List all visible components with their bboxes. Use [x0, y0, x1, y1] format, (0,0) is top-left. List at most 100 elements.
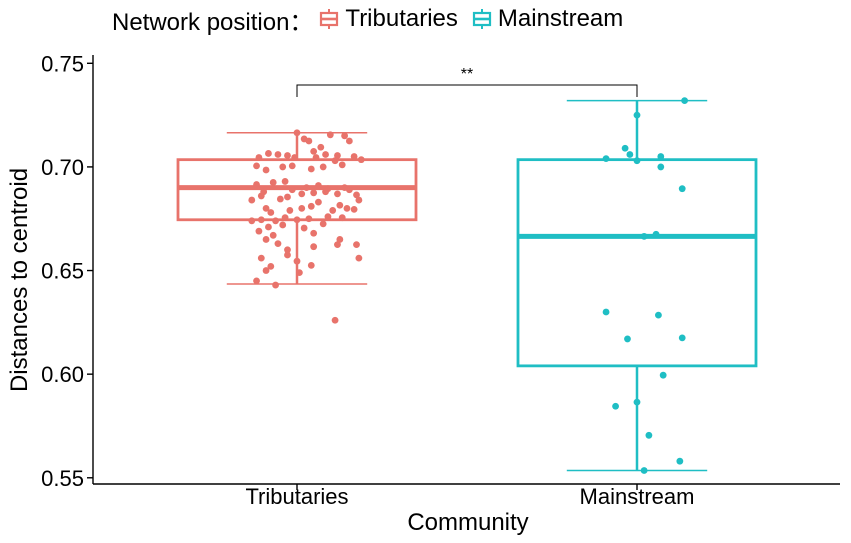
- data-point: [357, 156, 365, 164]
- data-point: [253, 162, 260, 170]
- data-point: [307, 202, 315, 210]
- data-point: [274, 151, 282, 158]
- legend-title: Network position：: [112, 8, 314, 36]
- data-point: [324, 213, 332, 221]
- points-mainstream: [602, 97, 688, 474]
- data-point: [336, 236, 344, 243]
- plot-marks: **: [176, 66, 758, 474]
- data-point: [355, 196, 363, 204]
- data-point: [269, 231, 277, 239]
- data-point: [633, 111, 641, 119]
- data-point: [295, 269, 303, 277]
- data-point: [262, 267, 270, 274]
- data-point: [255, 154, 263, 161]
- data-point: [353, 241, 360, 249]
- legend-label-tributaries: Tributaries: [345, 5, 458, 32]
- data-point: [621, 144, 629, 152]
- data-point: [319, 220, 327, 228]
- data-point: [284, 251, 291, 259]
- y-tick-label: 0.60: [41, 362, 84, 387]
- data-point: [284, 152, 291, 159]
- data-point: [657, 153, 665, 160]
- data-point: [331, 157, 339, 165]
- x-tick-label: Tributaries: [245, 484, 348, 509]
- data-point: [640, 232, 648, 240]
- data-point: [341, 132, 348, 140]
- data-point: [626, 151, 634, 158]
- data-point: [338, 161, 346, 169]
- data-point: [293, 129, 301, 137]
- data-point: [334, 190, 341, 198]
- data-point: [253, 181, 260, 188]
- data-point: [284, 246, 291, 254]
- data-point: [262, 204, 270, 212]
- data-point: [305, 215, 313, 223]
- data-point: [322, 151, 329, 158]
- y-tick-label: 0.65: [41, 259, 84, 284]
- data-point: [355, 254, 363, 262]
- data-point: [257, 216, 265, 224]
- y-tick-label: 0.55: [41, 466, 84, 491]
- data-point: [293, 257, 301, 265]
- bracket-line: [296, 84, 638, 98]
- data-point: [267, 209, 275, 216]
- data-point: [279, 163, 287, 171]
- data-point: [602, 308, 610, 316]
- box-key-icon-tributaries: [320, 9, 339, 29]
- data-point: [291, 154, 299, 161]
- data-point: [307, 165, 315, 173]
- x-tick-label: Mainstream: [580, 484, 695, 509]
- data-point: [310, 147, 318, 155]
- data-point: [317, 143, 325, 151]
- data-point: [281, 214, 289, 222]
- data-point: [678, 334, 686, 342]
- data-point: [315, 182, 322, 189]
- y-tick-label: 0.75: [41, 51, 84, 76]
- data-point: [305, 137, 313, 145]
- box-iqr: [516, 158, 758, 368]
- legend: Network position： Tributaries Mainstream: [112, 3, 633, 36]
- data-point: [329, 207, 337, 214]
- data-point: [288, 162, 296, 170]
- data-point: [676, 457, 684, 465]
- data-point: [265, 150, 272, 157]
- data-point: [269, 179, 277, 186]
- data-point: [350, 205, 358, 213]
- data-point: [640, 467, 648, 474]
- data-point: [284, 193, 291, 201]
- data-point: [345, 137, 353, 145]
- legend-label-mainstream: Mainstream: [497, 5, 624, 32]
- data-point: [276, 195, 284, 203]
- legend-item-tributaries: Tributaries: [319, 5, 458, 33]
- data-point: [307, 261, 315, 269]
- data-point: [267, 262, 275, 270]
- data-point: [659, 371, 667, 379]
- data-point: [286, 207, 294, 214]
- data-point: [322, 188, 329, 196]
- data-point: [272, 217, 279, 225]
- data-point: [272, 281, 279, 289]
- x-axis-ticks: Tributaries Mainstream: [245, 484, 694, 509]
- box-key-icon-mainstream: [472, 9, 492, 29]
- data-point: [310, 189, 318, 197]
- data-point: [633, 157, 641, 165]
- data-point: [655, 311, 662, 319]
- data-point: [288, 186, 296, 194]
- data-point: [334, 241, 341, 249]
- significance-label: **: [461, 66, 473, 83]
- data-point: [303, 184, 310, 192]
- data-point: [310, 229, 318, 237]
- data-point: [334, 152, 341, 159]
- data-point: [353, 191, 360, 199]
- data-point: [345, 186, 353, 194]
- data-point: [336, 201, 344, 209]
- data-point: [624, 335, 631, 343]
- data-point: [338, 214, 346, 222]
- data-point: [274, 240, 282, 247]
- data-point: [265, 223, 272, 231]
- data-point: [331, 316, 339, 324]
- legend-item-mainstream: Mainstream: [472, 5, 623, 33]
- data-point: [633, 398, 641, 406]
- data-point: [612, 402, 619, 410]
